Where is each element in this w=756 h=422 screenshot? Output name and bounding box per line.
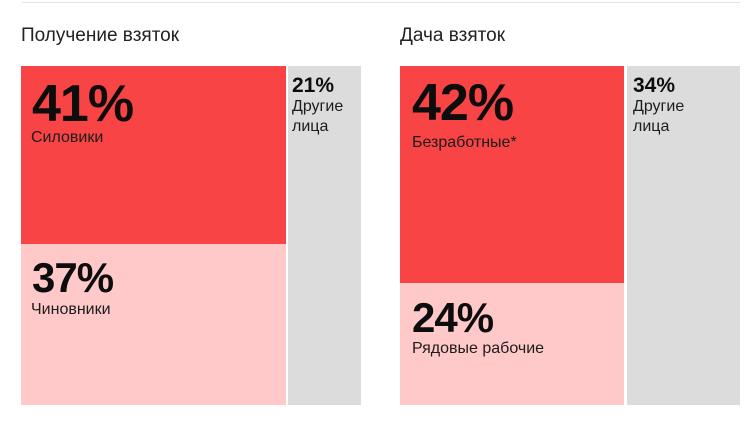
data-label-category: Другие лица <box>633 98 685 135</box>
data-label-category: Рядовые рабочие <box>412 340 545 357</box>
treemap-cell-workers: 24% Рядовые рабочие <box>400 283 624 405</box>
data-label-percent: 41% <box>32 75 134 133</box>
data-label-category: Другие лица <box>292 98 344 135</box>
treemap-cell-siloviki: 41% Силовики <box>21 66 286 244</box>
data-label-category: Силовики <box>31 129 104 146</box>
data-label-category: Чиновники <box>31 301 111 318</box>
treemap-cell-unemployed: 42% Безработные* <box>400 66 624 283</box>
data-label-percent: 21% <box>292 74 335 97</box>
data-label-percent: 24% <box>412 294 494 341</box>
data-label-percent: 37% <box>32 254 114 301</box>
treemap: 42% Безработные* 24% Рядовые рабочие 34%… <box>400 66 740 405</box>
treemap-cell-chinovniki: 37% Чиновники <box>21 244 286 405</box>
chart-title: Дача взяток <box>400 25 506 46</box>
chart-title: Получение взяток <box>21 25 180 46</box>
top-divider <box>22 2 740 3</box>
data-label-category: Безработные* <box>412 134 517 151</box>
treemap-cell-other: 21% Другие лица <box>288 66 361 405</box>
treemap: 41% Силовики 37% Чиновники 21% Другие ли… <box>21 66 361 405</box>
data-label-percent: 42% <box>412 74 514 132</box>
data-label-percent: 34% <box>633 74 676 97</box>
treemap-cell-other: 34% Другие лица <box>627 66 740 405</box>
